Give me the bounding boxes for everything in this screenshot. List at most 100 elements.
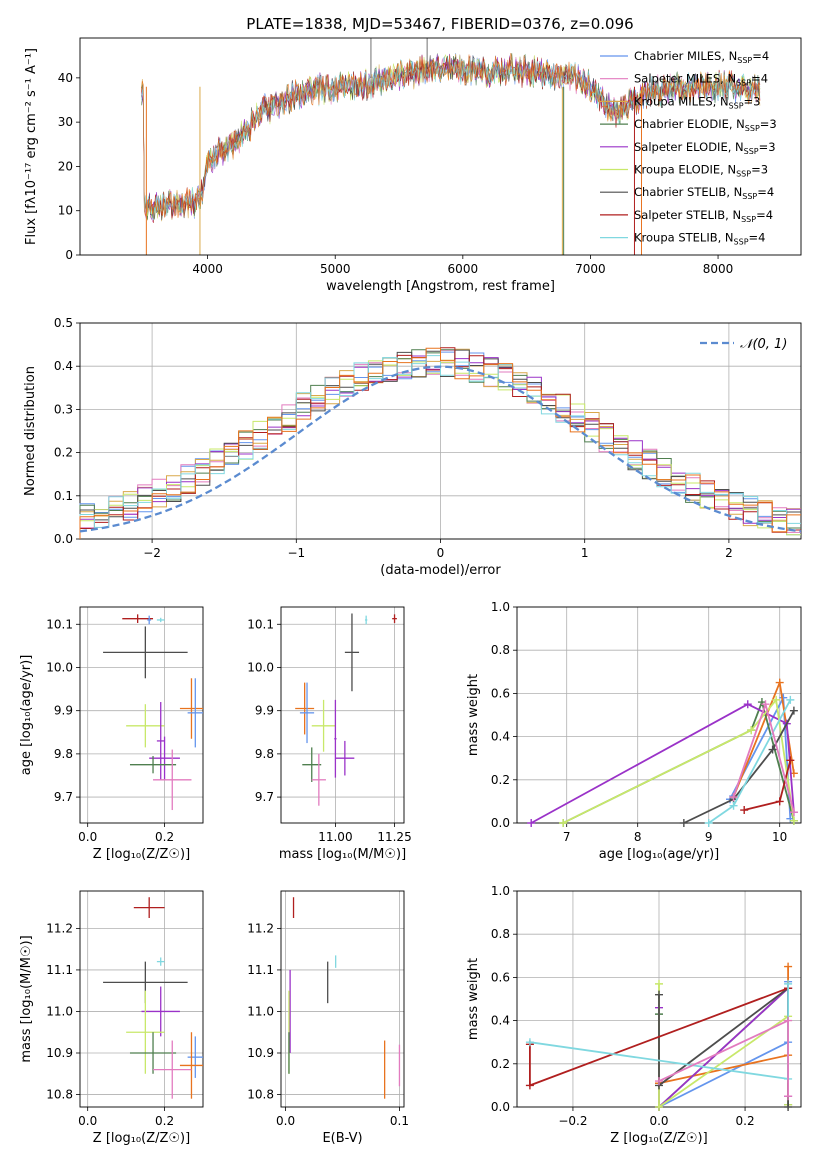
data-point-errorbar (126, 990, 165, 1074)
y-tick-label: 0.4 (54, 359, 73, 373)
weight-point-marker (525, 1081, 534, 1090)
axes-frame (79, 37, 802, 256)
x-tick-label: 11.00 (318, 830, 352, 844)
y-tick-label: 9.8 (255, 747, 274, 761)
weight-point-marker (784, 1016, 793, 1025)
y-tick-label: 9.7 (54, 790, 73, 804)
axes-frame (79, 606, 204, 824)
y-tick-label: 0.0 (491, 816, 510, 830)
spectrum-line (141, 52, 761, 218)
data-point-errorbar (179, 678, 203, 739)
y-tick-label: 11.1 (46, 963, 73, 977)
y-axis-label: Flux [fλ10⁻¹⁷ erg cm⁻² s⁻¹ A⁻¹] (24, 48, 39, 245)
y-tick-label: 40 (58, 71, 73, 85)
x-axis-label: Z [log₁₀(Z/Z☉)] (93, 847, 190, 862)
y-axis-label: Normed distribution (23, 366, 38, 496)
x-axis-label: (data-model)/error (380, 563, 501, 578)
x-tick-label: −1 (287, 546, 305, 560)
y-axis-label: age [log₁₀(age/yr)] (19, 655, 34, 776)
y-tick-label: 9.9 (54, 704, 73, 718)
data-point-errorbar (364, 615, 368, 625)
age-vs-mass-panel: 11.00 11.25 9.7 9.8 9.9 10.0 10.1 mass [log₁₀(M… (247, 606, 412, 862)
x-axis-label: wavelength [Angstrom, rest frame] (326, 279, 555, 294)
data-point-errorbar (335, 740, 355, 776)
data-point-errorbar (344, 613, 360, 692)
weight-point-marker (786, 695, 795, 704)
weight-point-marker (527, 819, 536, 827)
data-point-errorbar (153, 1040, 192, 1099)
weight-point-marker (768, 745, 777, 754)
data-point-errorbar (156, 702, 165, 780)
weight-point-marker (655, 990, 663, 999)
y-tick-label: 0.8 (491, 643, 510, 657)
legend-label: Kroupa STELIB, NSSP=4 (634, 231, 765, 247)
y-tick-label: 0.2 (491, 1057, 510, 1071)
y-tick-label: 1.0 (491, 884, 510, 898)
x-axis-label: E(B-V) (322, 1131, 362, 1146)
weight-point-marker (789, 816, 798, 825)
data-point-errorbar (187, 678, 203, 748)
x-tick-label: 0.0 (276, 1114, 295, 1128)
weight-series-line (658, 986, 789, 1110)
y-tick-label: 0 (65, 248, 73, 262)
axes-frame (280, 890, 405, 1108)
weight-point-marker (743, 700, 752, 709)
residual-histogram (79, 347, 801, 539)
y-tick-label: 0.5 (54, 316, 73, 330)
y-tick-label: 10.9 (247, 1046, 274, 1060)
x-tick-label: 1 (581, 546, 589, 560)
y-tick-label: 0.6 (491, 686, 510, 700)
weight-point-marker (679, 819, 688, 827)
data-point-errorbar (156, 957, 165, 966)
x-tick-label: 9 (705, 830, 713, 844)
weight-point-marker (747, 726, 756, 735)
weight-point-marker (784, 1092, 793, 1101)
normal-curve (79, 365, 802, 533)
y-tick-label: 10.8 (46, 1088, 73, 1102)
legend-label: Chabrier ELODIE, NSSP=3 (634, 117, 777, 133)
x-tick-label: 0.2 (155, 1114, 174, 1128)
axes-frame (79, 890, 204, 1108)
y-tick-label: 9.9 (255, 704, 274, 718)
data-point-errorbar (299, 682, 315, 744)
y-tick-label: 11.2 (46, 921, 73, 935)
data-point-errorbar (122, 614, 154, 623)
y-tick-label: 0.6 (491, 970, 510, 984)
x-tick-label: −2 (143, 546, 161, 560)
data-point-errorbar (126, 704, 165, 748)
y-tick-label: 10 (58, 204, 73, 218)
x-tick-label: 6000 (448, 262, 479, 276)
data-point-errorbar (392, 614, 397, 623)
data-point-errorbar (147, 615, 152, 625)
x-tick-label: 0.2 (736, 1114, 755, 1128)
weight-point-marker (786, 756, 795, 765)
legend-label: Salpeter MILES, NSSP=4 (634, 72, 768, 88)
weight-point-marker (789, 808, 798, 817)
y-tick-label: 11.0 (46, 1004, 73, 1018)
mass-vs-ebv-panel: 0.0 0.1 10.8 10.9 11.0 11.1 11.2 E(B-V) (247, 890, 409, 1146)
legend-label: Chabrier MILES, NSSP=4 (634, 49, 769, 65)
x-tick-label: 5000 (320, 262, 351, 276)
y-tick-label: 1.0 (491, 600, 510, 614)
y-tick-label: 30 (58, 115, 73, 129)
weight-point-marker (775, 797, 784, 806)
weight-point-marker (729, 801, 738, 810)
axes-frame (516, 606, 802, 824)
x-tick-label: 0.0 (649, 1114, 668, 1128)
weight-series-line (743, 760, 792, 811)
spectrum-line (141, 57, 761, 221)
x-tick-label: 8 (634, 830, 642, 844)
weight-point-marker (655, 1103, 663, 1111)
weight-series-line (562, 697, 795, 824)
y-tick-label: 11.1 (247, 963, 274, 977)
weight-point-marker (525, 1038, 534, 1047)
y-axis-label: mass weight (466, 958, 481, 1040)
data-point-errorbar (133, 897, 165, 918)
y-tick-label: 10.1 (46, 617, 73, 631)
weight-point-marker (772, 695, 781, 704)
y-axis-label: mass weight (466, 674, 481, 756)
weight-point-marker (789, 706, 798, 715)
y-tick-label: 9.7 (255, 790, 274, 804)
weight-series-line (683, 710, 795, 824)
